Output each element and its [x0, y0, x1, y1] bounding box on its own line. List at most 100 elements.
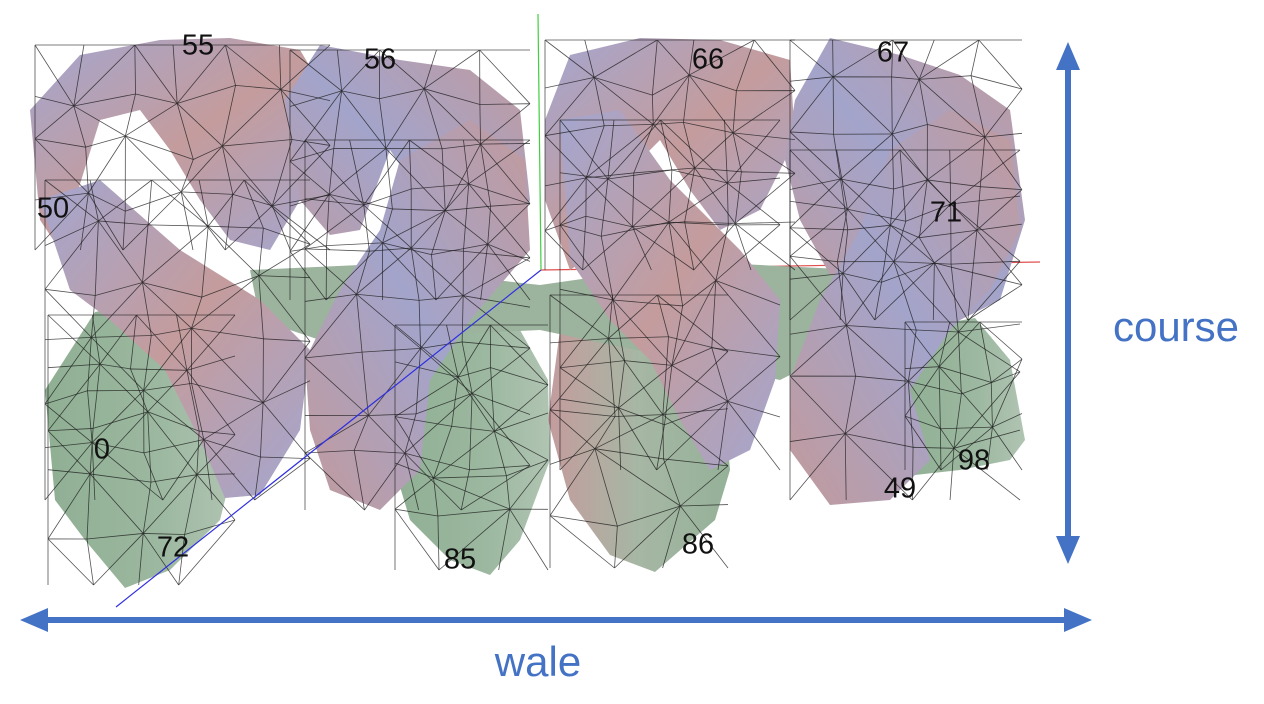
green-loop-center-left — [392, 320, 550, 575]
mesh-edge — [142, 474, 198, 534]
mesh-edge — [258, 275, 311, 342]
mesh-edge — [607, 119, 661, 180]
mesh-edge — [845, 325, 917, 382]
mesh-edge — [289, 148, 334, 207]
mesh-edge — [594, 448, 681, 527]
mesh-edge — [953, 371, 1021, 449]
mesh-edge — [378, 49, 437, 99]
mesh-edge — [926, 124, 986, 181]
mesh-edge — [668, 221, 729, 306]
mesh-edge — [382, 208, 446, 244]
mesh-edge — [176, 314, 236, 371]
mesh-edge — [451, 367, 495, 432]
strand-71-49 — [790, 110, 1020, 505]
mesh-edge — [34, 138, 89, 201]
mesh-edge — [47, 363, 101, 431]
mesh-edge — [479, 49, 531, 105]
mesh-edge — [180, 145, 223, 193]
mesh-edge — [333, 90, 387, 149]
mesh-edge — [437, 508, 510, 571]
mesh-edge — [950, 195, 1021, 265]
mesh-edge — [919, 229, 978, 264]
mesh-edge — [656, 294, 729, 352]
mesh-edge — [462, 183, 531, 259]
mesh-edge — [130, 368, 188, 413]
mesh-edge — [191, 327, 264, 403]
mesh-edge — [289, 90, 342, 162]
vertex-label-0: 0 — [93, 433, 111, 466]
mesh-edge — [203, 439, 261, 501]
mesh-edge — [549, 515, 618, 569]
mesh-edge — [632, 167, 695, 228]
mesh-edge — [143, 327, 192, 391]
mesh-edge — [907, 380, 962, 449]
mesh-edge — [446, 324, 491, 378]
mesh-edge — [544, 125, 605, 186]
mesh-edge — [356, 293, 421, 353]
mesh-edge — [47, 469, 91, 540]
mesh-edge — [663, 458, 729, 507]
mesh-edge — [304, 293, 357, 359]
mesh-edge — [198, 179, 245, 227]
mesh-edge — [904, 366, 940, 417]
mesh-edge — [178, 519, 236, 586]
mesh-edge — [394, 324, 459, 378]
mesh-edge — [433, 425, 495, 479]
mesh-edge — [844, 375, 909, 434]
mesh-edge — [410, 183, 470, 249]
mesh-edge — [891, 76, 920, 135]
vertex-label-85: 85 — [443, 543, 477, 576]
mesh-edge — [549, 409, 616, 465]
mesh-edge — [972, 223, 1023, 286]
course-arrow — [1056, 42, 1080, 564]
mesh-edge — [633, 121, 695, 174]
mesh-edge — [191, 275, 260, 329]
mesh-edge — [191, 383, 264, 440]
mesh-edge — [201, 225, 264, 298]
mesh-edge — [134, 44, 178, 104]
mesh-edge — [967, 272, 1023, 321]
mesh-edge — [493, 412, 549, 476]
mesh-edge — [34, 96, 75, 140]
mesh-edge — [789, 255, 847, 335]
mesh-edge — [559, 172, 609, 226]
mesh-edge — [911, 446, 955, 501]
mesh-edge — [221, 139, 293, 206]
mesh-edge — [890, 179, 928, 226]
mesh-edge — [789, 76, 834, 133]
mesh-edge — [431, 243, 488, 301]
mesh-edge — [618, 360, 673, 409]
mesh-edge — [433, 475, 510, 517]
mesh-edge — [254, 456, 311, 501]
mesh-edge — [904, 415, 942, 471]
mesh-edge — [683, 74, 737, 134]
mesh-edge — [289, 49, 342, 107]
mesh-edge — [404, 392, 473, 454]
mesh-edge — [289, 193, 330, 252]
mesh-edge — [423, 88, 481, 149]
mesh-edge — [394, 416, 452, 479]
strand-50-72 — [40, 180, 310, 498]
mesh-edge — [585, 123, 654, 179]
mesh-edge — [143, 439, 205, 501]
vertex-label-50: 50 — [36, 192, 70, 225]
mesh-edge — [142, 224, 209, 283]
mesh-edge — [832, 39, 893, 78]
mesh-edge — [950, 260, 1021, 333]
loop-55 — [30, 38, 330, 250]
mesh-edge — [711, 347, 781, 402]
mesh-edge — [990, 358, 1023, 428]
mesh-edge — [94, 220, 149, 296]
mesh-edge — [506, 459, 549, 510]
mesh-edge — [489, 324, 549, 386]
mesh-edge — [836, 149, 901, 210]
mesh-edge — [363, 188, 412, 252]
mesh-edge — [490, 367, 549, 432]
mesh-edge — [688, 39, 755, 76]
mesh-edge — [544, 177, 587, 231]
mesh-edge — [441, 143, 481, 211]
mesh-edge — [549, 338, 609, 411]
mesh-edge — [394, 508, 440, 571]
mesh-edge — [279, 44, 331, 90]
mesh-edge — [938, 366, 993, 429]
